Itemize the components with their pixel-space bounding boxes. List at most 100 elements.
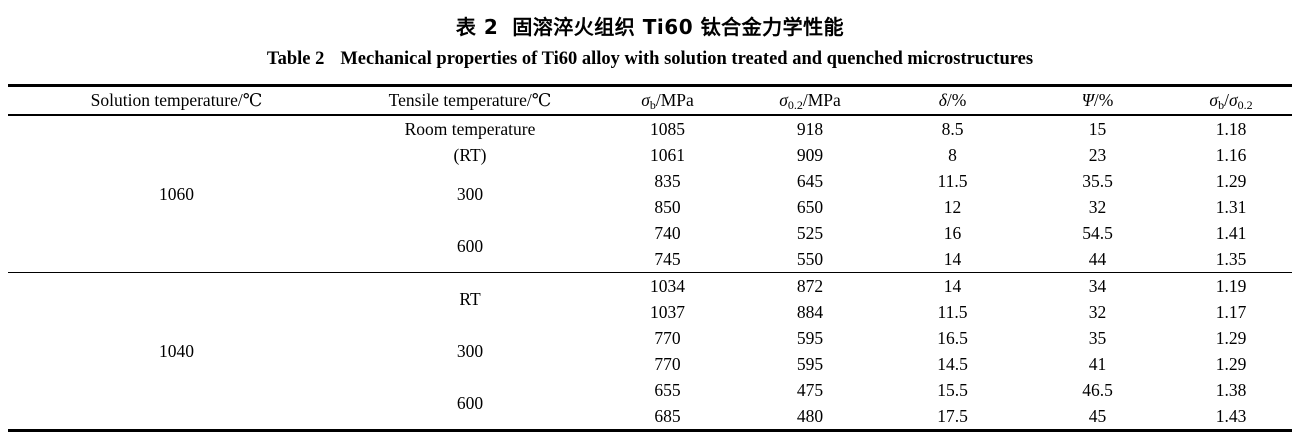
unit-label: /% bbox=[946, 90, 967, 110]
tensile-temp-cell: 300 bbox=[456, 341, 484, 361]
table-cell: 1085 bbox=[650, 119, 685, 139]
table-cell: 884 bbox=[796, 302, 824, 322]
subscript: b bbox=[1218, 98, 1225, 112]
subscript: 0.2 bbox=[787, 98, 803, 112]
table-cell: 45 bbox=[1088, 406, 1107, 426]
table-cell: 480 bbox=[796, 406, 824, 426]
table-cell: 835 bbox=[654, 171, 681, 191]
sigma-symbol: σ bbox=[1228, 90, 1238, 110]
table-cell: 41 bbox=[1088, 354, 1107, 374]
table-cell: 918 bbox=[796, 119, 824, 139]
table-cell: 11.5 bbox=[937, 302, 968, 322]
sigma-symbol: σ bbox=[779, 90, 788, 110]
delta-symbol: δ bbox=[938, 90, 947, 110]
table-cell: 1.35 bbox=[1215, 249, 1247, 269]
table-cell: 770 bbox=[654, 354, 681, 374]
table-cell: 46.5 bbox=[1082, 380, 1113, 400]
tensile-temp-line1: Room temperature bbox=[404, 119, 536, 139]
table-cell: 1.41 bbox=[1215, 223, 1247, 243]
header-label: Tensile temperature/℃ bbox=[388, 90, 552, 110]
table-cell: 1.19 bbox=[1170, 272, 1292, 299]
col-header-delta: δ/% bbox=[880, 87, 1025, 116]
table-cell: 32 bbox=[1088, 302, 1107, 322]
table-row: 685 480 17.5 45 1.43 bbox=[8, 403, 1292, 429]
table-cell: 34 bbox=[1025, 272, 1170, 299]
table-number-zh: 表 2 bbox=[455, 15, 499, 39]
table-cell: 475 bbox=[796, 380, 824, 400]
table-row: 850 650 12 32 1.31 bbox=[8, 194, 1292, 220]
table-row: 770 595 14.5 41 1.29 bbox=[8, 351, 1292, 377]
tensile-temp-cell: 600 bbox=[456, 236, 484, 256]
table-cell: 1.29 bbox=[1215, 171, 1247, 191]
table-cell: 1.43 bbox=[1215, 406, 1247, 426]
unit-label: /MPa bbox=[655, 90, 694, 110]
table-cell: 15 bbox=[1088, 119, 1107, 139]
table-cell: 12 bbox=[943, 197, 962, 217]
solution-temp-cell: 1040 bbox=[8, 272, 345, 429]
table-cell: 11.5 bbox=[937, 171, 968, 191]
table-row: 1037 884 11.5 32 1.17 bbox=[8, 299, 1292, 325]
subscript: b bbox=[649, 98, 656, 112]
mechanical-properties-table: Solution temperature/℃ Tensile temperatu… bbox=[8, 87, 1292, 429]
tensile-temp-line2: (RT) bbox=[453, 145, 487, 165]
table-cell: 35 bbox=[1088, 328, 1107, 348]
table-cell: 909 bbox=[796, 145, 824, 165]
table-cell: 872 bbox=[740, 272, 880, 299]
table-cell: 44 bbox=[1088, 249, 1107, 269]
col-header-sigma-02: σ0.2/MPa bbox=[740, 87, 880, 116]
table-cell: 23 bbox=[1088, 145, 1107, 165]
table-cell: 15.5 bbox=[937, 380, 968, 400]
table-row: 300 835 645 11.5 35.5 1.29 bbox=[8, 168, 1292, 204]
subscript: 0.2 bbox=[1237, 98, 1253, 112]
header-row: Solution temperature/℃ Tensile temperatu… bbox=[8, 87, 1292, 116]
table-cell: 1061 bbox=[650, 145, 685, 165]
table-border-frame: Solution temperature/℃ Tensile temperatu… bbox=[8, 84, 1292, 432]
table-cell: 595 bbox=[796, 328, 824, 348]
sigma-symbol: σ bbox=[1209, 90, 1219, 110]
col-header-ratio: σb/σ0.2 bbox=[1170, 87, 1292, 116]
table-cell: 1.18 bbox=[1215, 119, 1247, 139]
table-row: 1060 Room temperature (RT) 1085 918 8.5 … bbox=[8, 115, 1292, 204]
table-cell: 14.5 bbox=[937, 354, 968, 374]
table-title-en: Table 2 Mechanical properties of Ti60 all… bbox=[0, 49, 1300, 70]
table-cell: 1.31 bbox=[1215, 197, 1247, 217]
table-cell: 1.29 bbox=[1215, 328, 1247, 348]
tensile-temp-cell: Room temperature (RT) bbox=[345, 115, 595, 168]
table-cell: 770 bbox=[654, 328, 681, 348]
table-cell: 745 bbox=[654, 249, 681, 269]
tensile-temp-cell: 600 bbox=[456, 393, 484, 413]
table-cell: 655 bbox=[654, 380, 681, 400]
table-cell: 17.5 bbox=[937, 406, 968, 426]
table-cell: 8 bbox=[948, 145, 957, 165]
table-cell: 1.38 bbox=[1215, 380, 1247, 400]
slash: / bbox=[1224, 90, 1229, 110]
sigma-symbol: σ bbox=[641, 90, 650, 110]
table-cell: 14 bbox=[880, 272, 1025, 299]
unit-label: /MPa bbox=[802, 90, 841, 110]
table-cell: 8.5 bbox=[941, 119, 964, 139]
table-cell: 1037 bbox=[650, 302, 685, 322]
table-cell: 1.29 bbox=[1215, 354, 1247, 374]
table-row: 1061 909 8 23 1.16 bbox=[8, 142, 1292, 168]
table-cell: 35.5 bbox=[1082, 171, 1113, 191]
table-number-en: Table 2 bbox=[266, 49, 325, 69]
table-cell: 54.5 bbox=[1082, 223, 1113, 243]
col-header-sigma-b: σb/MPa bbox=[595, 87, 740, 116]
table-cell: 525 bbox=[796, 223, 824, 243]
table-caption-en: Mechanical properties of Ti60 alloy with… bbox=[340, 49, 1034, 69]
table-cell: 595 bbox=[796, 354, 824, 374]
table-caption-zh: 固溶淬火组织 Ti60 钛合金力学性能 bbox=[512, 15, 845, 39]
col-header-psi: Ψ/% bbox=[1025, 87, 1170, 116]
table-cell: 1.17 bbox=[1215, 302, 1247, 322]
table-cell: 16.5 bbox=[937, 328, 968, 348]
psi-symbol: Ψ bbox=[1081, 90, 1094, 110]
table-cell: 650 bbox=[796, 197, 824, 217]
header-label: Solution temperature/℃ bbox=[90, 90, 263, 110]
table-title-zh: 表 2 固溶淬火组织 Ti60 钛合金力学性能 bbox=[0, 11, 1300, 40]
table-cell: 14 bbox=[943, 249, 962, 269]
unit-label: /% bbox=[1093, 90, 1114, 110]
table-cell: 16 bbox=[943, 223, 962, 243]
col-header-tensile-temperature: Tensile temperature/℃ bbox=[345, 87, 595, 116]
tensile-temp-cell: RT bbox=[345, 272, 595, 325]
